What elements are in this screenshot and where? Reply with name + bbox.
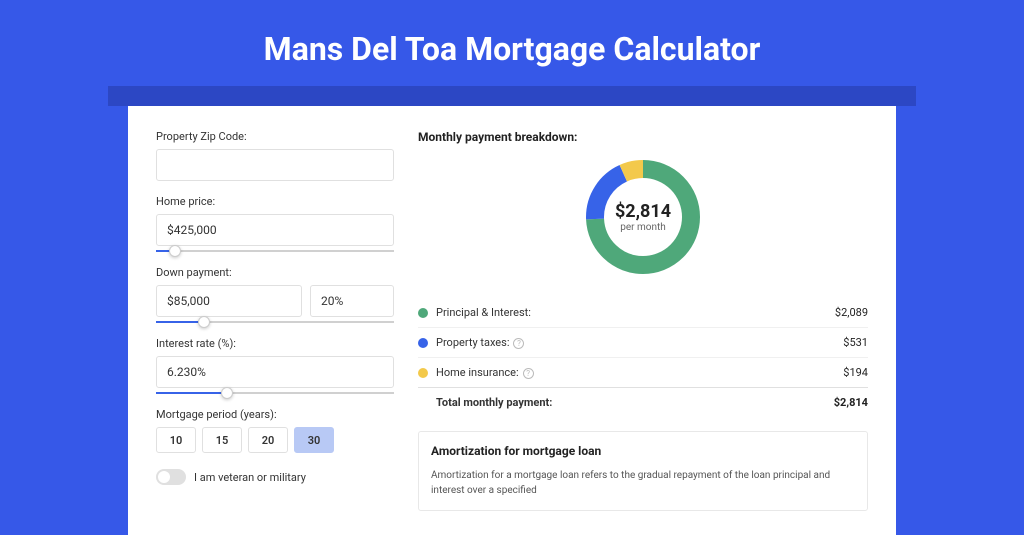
home-price-input[interactable] xyxy=(156,214,394,246)
zip-input[interactable] xyxy=(156,149,394,181)
down-payment-slider-fill xyxy=(156,321,204,323)
interest-slider[interactable] xyxy=(156,392,394,394)
period-label: Mortgage period (years): xyxy=(156,408,394,421)
legend-row: Principal & Interest:$2,089 xyxy=(418,298,868,327)
interest-label: Interest rate (%): xyxy=(156,337,394,350)
calculator-card: Property Zip Code: Home price: Down paym… xyxy=(128,106,896,535)
period-button-10[interactable]: 10 xyxy=(156,427,196,453)
total-value: $2,814 xyxy=(834,396,868,409)
veteran-toggle-row: I am veteran or military xyxy=(156,469,394,485)
amortization-text: Amortization for a mortgage loan refers … xyxy=(431,468,855,498)
legend-dot xyxy=(418,368,428,378)
payment-donut-chart: $2,814 per month xyxy=(582,156,704,278)
total-spacer xyxy=(418,398,428,408)
down-payment-input[interactable] xyxy=(156,285,302,317)
legend-dot xyxy=(418,308,428,318)
total-row: Total monthly payment: $2,814 xyxy=(418,387,868,417)
legend-name: Principal & Interest: xyxy=(436,306,835,319)
legend-dot xyxy=(418,338,428,348)
down-payment-slider-thumb[interactable] xyxy=(198,316,210,328)
legend-value: $2,089 xyxy=(835,306,868,319)
legend-value: $194 xyxy=(843,366,868,379)
interest-slider-thumb[interactable] xyxy=(221,387,233,399)
home-price-label: Home price: xyxy=(156,195,394,208)
donut-sub: per month xyxy=(615,222,671,233)
interest-input[interactable] xyxy=(156,356,394,388)
breakdown-panel: Monthly payment breakdown: $2,814 per mo… xyxy=(418,130,868,511)
amortization-title: Amortization for mortgage loan xyxy=(431,444,855,458)
breakdown-title: Monthly payment breakdown: xyxy=(418,130,868,144)
interest-group: Interest rate (%): xyxy=(156,337,394,394)
info-icon[interactable]: ? xyxy=(513,338,524,349)
period-buttons: 10152030 xyxy=(156,427,394,453)
legend-value: $531 xyxy=(843,336,868,349)
legend: Principal & Interest:$2,089Property taxe… xyxy=(418,298,868,387)
period-button-20[interactable]: 20 xyxy=(248,427,288,453)
info-icon[interactable]: ? xyxy=(523,368,534,379)
down-payment-pct-input[interactable] xyxy=(310,285,394,317)
header-shadow-bar xyxy=(108,86,916,106)
veteran-toggle[interactable] xyxy=(156,469,186,485)
legend-name: Property taxes:? xyxy=(436,336,843,349)
input-panel: Property Zip Code: Home price: Down paym… xyxy=(156,130,394,511)
legend-row: Property taxes:?$531 xyxy=(418,327,868,357)
home-price-slider[interactable] xyxy=(156,250,394,252)
home-price-group: Home price: xyxy=(156,195,394,252)
donut-center: $2,814 per month xyxy=(615,201,671,233)
amortization-card: Amortization for mortgage loan Amortizat… xyxy=(418,431,868,511)
home-price-slider-thumb[interactable] xyxy=(169,245,181,257)
legend-row: Home insurance:?$194 xyxy=(418,357,868,387)
period-group: Mortgage period (years): 10152030 xyxy=(156,408,394,453)
page-title: Mans Del Toa Mortgage Calculator xyxy=(0,30,1024,68)
total-label: Total monthly payment: xyxy=(436,396,834,409)
down-payment-group: Down payment: xyxy=(156,266,394,323)
donut-container: $2,814 per month xyxy=(418,156,868,278)
legend-name: Home insurance:? xyxy=(436,366,843,379)
down-payment-slider[interactable] xyxy=(156,321,394,323)
veteran-label: I am veteran or military xyxy=(194,471,306,484)
donut-value: $2,814 xyxy=(615,201,671,222)
zip-field-group: Property Zip Code: xyxy=(156,130,394,181)
period-button-30[interactable]: 30 xyxy=(294,427,334,453)
period-button-15[interactable]: 15 xyxy=(202,427,242,453)
zip-label: Property Zip Code: xyxy=(156,130,394,143)
down-payment-label: Down payment: xyxy=(156,266,394,279)
page-header: Mans Del Toa Mortgage Calculator xyxy=(0,0,1024,68)
interest-slider-fill xyxy=(156,392,227,394)
